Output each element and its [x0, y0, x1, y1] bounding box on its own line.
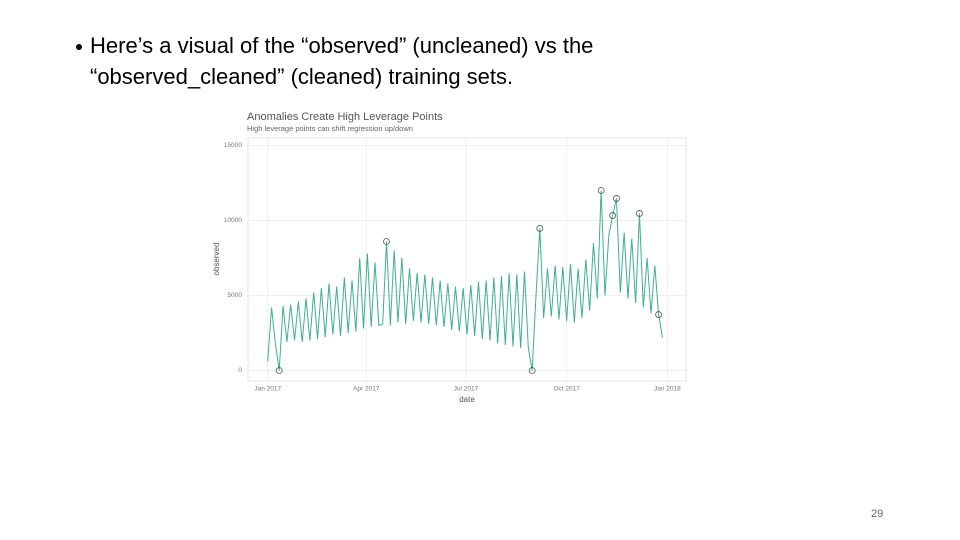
page-number: 29: [871, 508, 884, 520]
anomaly-point: [536, 225, 544, 232]
y-tick-label: 15000: [224, 142, 242, 149]
anomaly-point: [275, 367, 283, 374]
x-axis-label: date: [459, 395, 475, 404]
x-tick-label: Oct 2017: [553, 386, 580, 393]
bullet: [76, 44, 82, 50]
x-tick-label: Jul 2017: [454, 386, 479, 393]
bullet-line: Here’s a visual of the “observed” (uncle…: [90, 33, 594, 58]
anomaly-point: [613, 195, 620, 202]
x-tick-label: Apr 2017: [353, 386, 380, 393]
chart-title: Anomalies Create High Leverage Points: [247, 111, 443, 123]
anomaly-point: [383, 238, 390, 245]
anomaly-point: [609, 212, 617, 219]
anomaly-point: [655, 311, 663, 318]
anomaly-point: [597, 187, 605, 194]
x-tick-label: Jan 2017: [254, 386, 281, 393]
y-tick-label: 5000: [228, 292, 243, 299]
plot-panel: [247, 137, 687, 382]
anomaly-point: [528, 367, 536, 374]
x-tick-label: Jan 2018: [654, 386, 681, 393]
bullet-line: “observed_cleaned” (cleaned) training se…: [90, 64, 514, 89]
y-axis-label: observed: [212, 243, 221, 276]
series-line: [267, 190, 663, 371]
y-tick-label: 0: [238, 367, 242, 374]
chart-subtitle: High leverage points can shift regressio…: [247, 124, 413, 133]
anomaly-point: [636, 210, 643, 217]
y-tick-label: 10000: [224, 217, 242, 224]
